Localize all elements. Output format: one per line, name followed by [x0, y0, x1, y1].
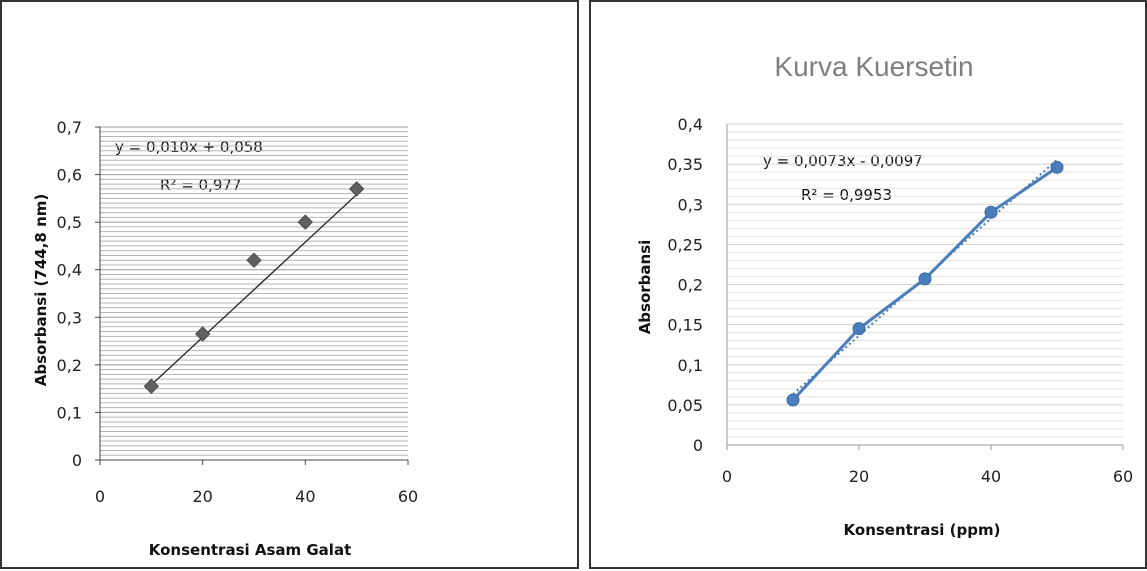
data-point — [984, 205, 998, 219]
data-point — [786, 393, 800, 407]
chart-kuersetin: Kurva Kuersetin Absorbansi Konsentrasi (… — [636, 51, 1133, 539]
r-squared-label: R² = 0,977 — [160, 176, 241, 194]
data-point — [348, 181, 365, 197]
axes — [726, 124, 1124, 450]
y-tick-label: 0,2 — [678, 276, 703, 295]
data-point — [194, 326, 211, 342]
trendline-equation: y = 0,0073x - 0,0097 — [763, 152, 923, 170]
gridlines — [727, 123, 1123, 438]
y-tick-label: 0,2 — [57, 356, 82, 375]
y-tick-label: 0 — [693, 436, 703, 455]
x-tick-label: 40 — [295, 487, 315, 506]
y-tick-label: 0,3 — [678, 195, 703, 214]
y-tick-label: 0,15 — [667, 316, 703, 335]
gridlines — [100, 126, 408, 456]
tick-labels: 0 0,1 0,2 0,3 0,4 0,5 0,6 0,7 0 20 40 60 — [57, 118, 419, 506]
y-tick-label: 0,35 — [667, 155, 703, 174]
chart-panel-kuersetin: Kurva Kuersetin Absorbansi Konsentrasi (… — [589, 0, 1147, 569]
x-tick-label: 0 — [95, 487, 105, 506]
data-point — [246, 252, 262, 268]
y-tick-label: 0,5 — [57, 213, 82, 232]
y-tick-label: 0,1 — [678, 356, 703, 375]
x-tick-label: 40 — [981, 467, 1001, 486]
y-tick-label: 0,7 — [57, 118, 82, 137]
chart-title: Kurva Kuersetin — [774, 51, 973, 82]
chart-panel-asam-galat: Absorbansi (744,8 nm) Konsentrasi Asam G… — [0, 0, 579, 569]
trendline-equation: y = 0,010x + 0,058 — [115, 138, 263, 156]
chart-asam-galat: Absorbansi (744,8 nm) Konsentrasi Asam G… — [32, 118, 419, 559]
y-axis-title: Absorbansi — [636, 240, 654, 335]
x-tick-label: 0 — [722, 467, 732, 486]
x-tick-label: 60 — [398, 487, 418, 506]
data-point — [852, 322, 866, 336]
x-tick-label: 20 — [849, 467, 869, 486]
x-axis-title: Konsentrasi (ppm) — [844, 521, 1001, 539]
y-tick-label: 0,4 — [678, 115, 703, 134]
r-squared-label: R² = 0,9953 — [801, 186, 892, 204]
data-point — [1050, 160, 1064, 174]
y-tick-label: 0,6 — [57, 166, 82, 185]
data-series — [786, 159, 1064, 407]
data-series — [143, 181, 365, 394]
x-tick-label: 60 — [1113, 467, 1133, 486]
y-axis-title: Absorbansi (744,8 nm) — [32, 194, 50, 387]
data-point — [297, 214, 314, 230]
y-tick-label: 0 — [72, 451, 82, 470]
axes — [95, 126, 409, 465]
x-axis-title: Konsentrasi Asam Galat — [149, 541, 352, 559]
y-tick-label: 0,1 — [57, 403, 82, 422]
trendline — [150, 194, 358, 386]
tick-labels: 0 0,05 0,1 0,15 0,2 0,25 0,3 0,35 0,4 0 20 40 60 — [667, 115, 1133, 486]
y-tick-label: 0,25 — [667, 235, 703, 254]
x-tick-label: 20 — [192, 487, 212, 506]
data-point — [918, 272, 932, 286]
y-tick-label: 0,4 — [57, 261, 82, 280]
data-point — [143, 378, 160, 394]
y-tick-label: 0,05 — [667, 396, 703, 415]
y-tick-label: 0,3 — [57, 308, 82, 327]
